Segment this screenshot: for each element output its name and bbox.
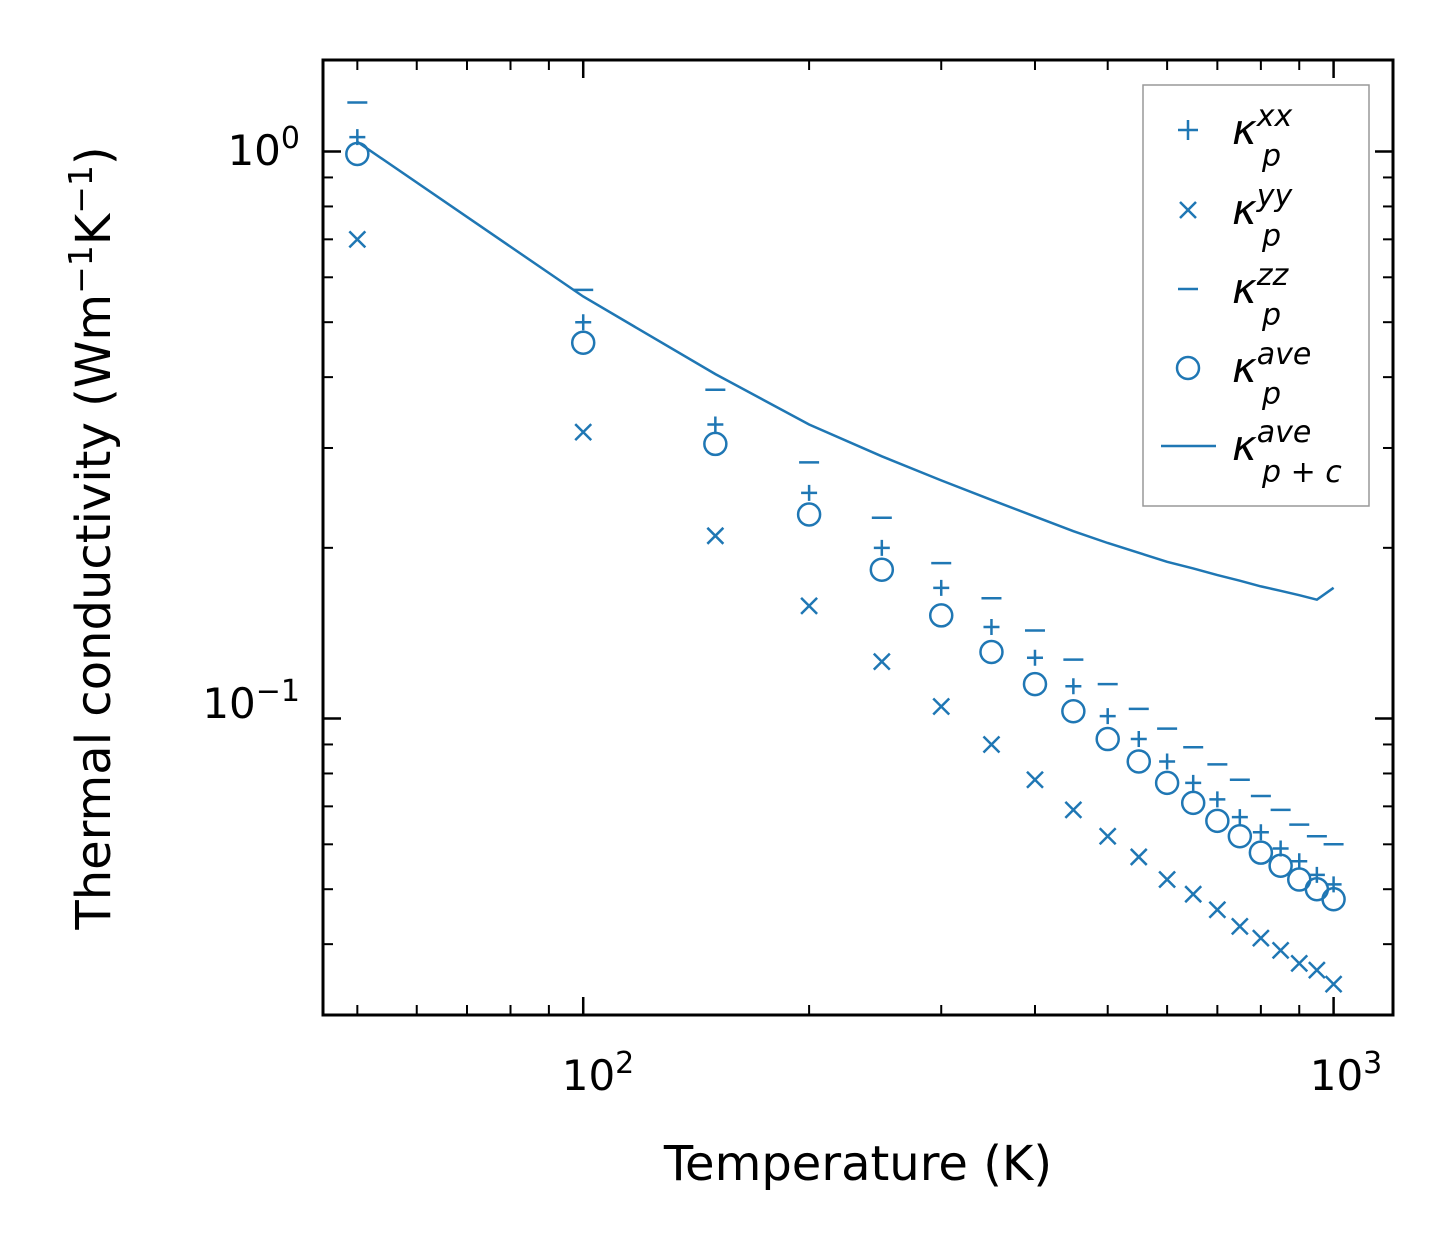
plot-frame <box>321 58 1395 1017</box>
x-axis-title: Temperature (K) <box>663 1136 1052 1192</box>
point-kappa_p_yy-200 <box>800 596 818 615</box>
point-kappa_p_xx-700 <box>1209 791 1226 808</box>
legend-label-kappa-p-xx: κxx p <box>1232 99 1293 174</box>
legend-entry-kappa-p-xx: κxx p <box>1178 99 1293 174</box>
legend-marker-circle <box>1175 355 1201 381</box>
point-kappa_p_yy-450 <box>1064 801 1083 819</box>
point-kappa_p_xx-350 <box>983 619 1000 636</box>
point-kappa_p_xx-750 <box>1231 809 1248 826</box>
point-kappa_p_xx-1000 <box>1325 876 1342 893</box>
point-kappa_p_ave-150 <box>703 431 728 457</box>
legend-entry-kappa-p-yy: κyy p <box>1179 179 1294 254</box>
y-tick-label-1: 100 <box>227 121 300 175</box>
series-line-kappa_p_plus_c_ave <box>356 140 1335 602</box>
point-kappa_p_ave-1000 <box>1321 887 1346 912</box>
point-kappa_p_xx-250 <box>873 539 890 556</box>
point-kappa_p_ave-750 <box>1227 823 1253 849</box>
legend-label-kappa-p-yy: κyy p <box>1232 179 1294 254</box>
point-kappa_p_ave-450 <box>1061 698 1086 724</box>
point-kappa_p_ave-200 <box>796 502 822 527</box>
point-kappa_p_ave-250 <box>869 557 895 582</box>
point-kappa_p_yy-900 <box>1290 954 1309 973</box>
legend-label-kappa-p-zz: κzz p <box>1232 258 1290 333</box>
legend-label-kappa-p-ave: κave p <box>1232 337 1311 412</box>
point-kappa_p_yy-950 <box>1307 961 1326 979</box>
point-kappa_p_xx-200 <box>801 484 818 501</box>
point-kappa_p_yy-100 <box>574 423 593 441</box>
legend-entry-kappa-p-plus-c-ave: κave p + c <box>1161 415 1342 490</box>
point-kappa_p_yy-500 <box>1098 827 1117 846</box>
y-axis-title: Thermal conductivity (Wm−1K−1) <box>61 146 122 930</box>
point-kappa_p_ave-350 <box>979 639 1004 665</box>
point-kappa_p_yy-850 <box>1271 941 1290 960</box>
point-kappa_p_xx-950 <box>1308 866 1325 883</box>
point-kappa_p_ave-500 <box>1095 726 1120 752</box>
point-kappa_p_yy-400 <box>1026 770 1044 789</box>
point-kappa_p_ave-300 <box>928 603 954 628</box>
point-kappa_p_xx-800 <box>1252 824 1269 841</box>
point-kappa_p_yy-250 <box>872 652 891 671</box>
point-kappa_p_xx-100 <box>575 314 592 331</box>
point-kappa_p_yy-300 <box>932 697 951 716</box>
x-tick-label-1000: 103 <box>1310 1046 1383 1100</box>
y-tick-label-0.1: 10−1 <box>202 674 300 728</box>
point-kappa_p_xx-900 <box>1291 853 1308 870</box>
point-kappa_p_xx-450 <box>1065 678 1082 695</box>
legend-marker-plus <box>1178 120 1198 140</box>
legend-entry-kappa-p-ave: κave p <box>1175 337 1311 412</box>
legend-box <box>1142 84 1370 507</box>
point-kappa_p_xx-400 <box>1026 649 1043 666</box>
point-kappa_p_yy-50 <box>348 230 367 249</box>
point-kappa_p_yy-800 <box>1251 929 1270 947</box>
legend: κxx p κyy p κzz p κave p κave p + c <box>1142 84 1370 507</box>
point-kappa_p_yy-150 <box>706 526 725 545</box>
point-kappa_p_yy-1000 <box>1324 975 1343 994</box>
axis-ticks <box>323 60 1393 1015</box>
point-kappa_p_yy-600 <box>1158 870 1177 889</box>
point-kappa_p_xx-600 <box>1159 753 1176 770</box>
point-kappa_p_ave-700 <box>1205 808 1230 834</box>
point-kappa_p_xx-650 <box>1185 774 1202 791</box>
point-kappa_p_yy-650 <box>1184 885 1203 904</box>
point-kappa_p_yy-550 <box>1129 848 1148 866</box>
point-kappa_p_ave-800 <box>1248 840 1274 865</box>
point-kappa_p_xx-150 <box>707 416 724 433</box>
point-kappa_p_ave-850 <box>1268 853 1293 878</box>
point-kappa_p_xx-300 <box>933 579 950 596</box>
point-kappa_p_yy-750 <box>1230 917 1249 936</box>
legend-entry-kappa-p-zz: κzz p <box>1178 258 1290 333</box>
point-kappa_p_ave-100 <box>570 330 596 355</box>
point-kappa_p_yy-350 <box>982 735 1001 754</box>
point-kappa_p_ave-550 <box>1126 749 1152 774</box>
legend-label-kappa-p-plus-c-ave: κave p + c <box>1232 415 1342 490</box>
x-tick-label-100: 102 <box>562 1046 635 1100</box>
point-kappa_p_ave-650 <box>1180 790 1206 816</box>
point-kappa_p_ave-600 <box>1154 770 1180 796</box>
point-kappa_p_xx-550 <box>1130 731 1147 748</box>
point-kappa_p_ave-400 <box>1022 671 1048 697</box>
data-series <box>345 101 1346 994</box>
point-kappa_p_xx-500 <box>1099 708 1116 725</box>
point-kappa_p_yy-700 <box>1208 900 1227 919</box>
legend-marker-x <box>1179 201 1197 219</box>
